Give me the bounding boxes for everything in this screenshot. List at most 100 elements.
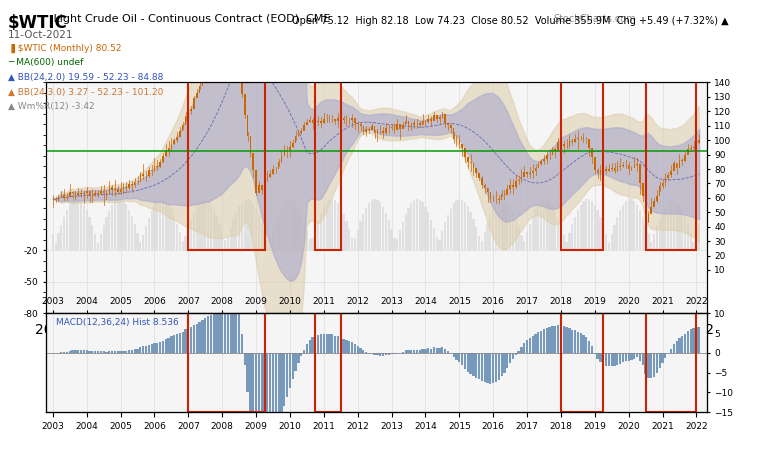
Bar <box>501 199 503 251</box>
Bar <box>94 234 96 251</box>
Bar <box>594 205 596 251</box>
Bar <box>520 347 522 353</box>
Bar <box>309 120 310 121</box>
Bar <box>537 333 539 353</box>
Bar <box>424 349 426 353</box>
Bar <box>407 208 409 251</box>
Bar <box>531 216 534 251</box>
Bar <box>167 338 170 353</box>
Bar <box>334 200 336 251</box>
Bar <box>684 155 686 161</box>
Bar <box>693 328 695 353</box>
Bar <box>650 207 652 214</box>
Bar <box>673 199 675 251</box>
Bar <box>167 148 170 151</box>
Bar <box>103 191 104 193</box>
Bar <box>326 202 328 251</box>
Bar <box>159 343 161 353</box>
Bar <box>145 346 147 353</box>
Bar <box>495 353 497 382</box>
Bar <box>475 168 477 173</box>
Bar <box>255 353 257 453</box>
Bar <box>698 327 700 353</box>
Bar <box>343 213 345 251</box>
Bar <box>574 139 576 142</box>
Bar <box>148 170 150 176</box>
Bar <box>585 337 588 353</box>
Bar <box>393 238 396 251</box>
Bar <box>227 236 229 251</box>
Bar <box>650 242 652 251</box>
Bar <box>300 214 303 251</box>
Bar <box>509 206 511 251</box>
Bar <box>442 347 443 353</box>
Bar <box>515 218 517 251</box>
Bar <box>97 351 99 353</box>
Bar <box>607 243 610 251</box>
Bar <box>210 315 212 353</box>
Bar <box>108 351 111 353</box>
Bar <box>399 230 401 251</box>
Bar <box>198 322 200 353</box>
Bar <box>647 233 650 251</box>
Bar <box>447 351 449 353</box>
Bar <box>627 353 630 361</box>
Bar <box>283 150 285 157</box>
Bar <box>71 201 74 251</box>
Bar <box>639 353 641 360</box>
Bar <box>424 207 426 251</box>
Bar <box>422 349 424 353</box>
Bar <box>331 199 333 251</box>
Bar <box>179 333 181 353</box>
Bar <box>614 353 616 366</box>
Bar <box>478 353 480 379</box>
Bar <box>554 211 556 251</box>
Bar <box>636 205 638 251</box>
Bar <box>111 351 113 353</box>
Bar <box>263 179 265 190</box>
Bar <box>546 155 548 159</box>
Bar <box>58 234 60 251</box>
Bar <box>489 192 492 199</box>
Bar <box>224 3 226 15</box>
Bar <box>535 209 537 251</box>
Bar <box>690 329 692 353</box>
Bar <box>289 199 291 251</box>
Bar <box>354 118 356 123</box>
Bar <box>269 353 271 455</box>
Bar <box>362 350 365 353</box>
Bar <box>69 192 71 197</box>
Bar <box>98 193 99 194</box>
Bar <box>303 222 305 251</box>
Bar <box>179 232 181 251</box>
Bar <box>617 167 618 170</box>
Bar <box>120 199 121 251</box>
Bar <box>154 344 156 353</box>
Bar <box>551 326 554 353</box>
Bar <box>275 353 277 438</box>
Bar <box>472 353 475 376</box>
Bar <box>455 353 458 360</box>
Bar <box>597 169 598 173</box>
Bar <box>97 243 99 251</box>
Bar <box>270 174 271 177</box>
Bar <box>137 233 139 251</box>
Bar <box>560 325 562 353</box>
Bar <box>405 350 407 353</box>
Bar <box>134 224 136 251</box>
Bar <box>218 223 220 251</box>
Bar <box>650 353 652 378</box>
Bar <box>393 127 396 130</box>
Bar <box>131 184 133 185</box>
Bar <box>662 183 664 186</box>
Bar <box>520 235 522 251</box>
Bar <box>343 118 344 120</box>
Bar <box>408 120 409 126</box>
Bar <box>314 336 316 353</box>
Bar <box>184 329 187 353</box>
Bar <box>484 353 486 382</box>
Bar <box>523 241 525 251</box>
Bar <box>85 210 88 251</box>
Bar <box>518 180 519 181</box>
Bar <box>543 199 545 251</box>
